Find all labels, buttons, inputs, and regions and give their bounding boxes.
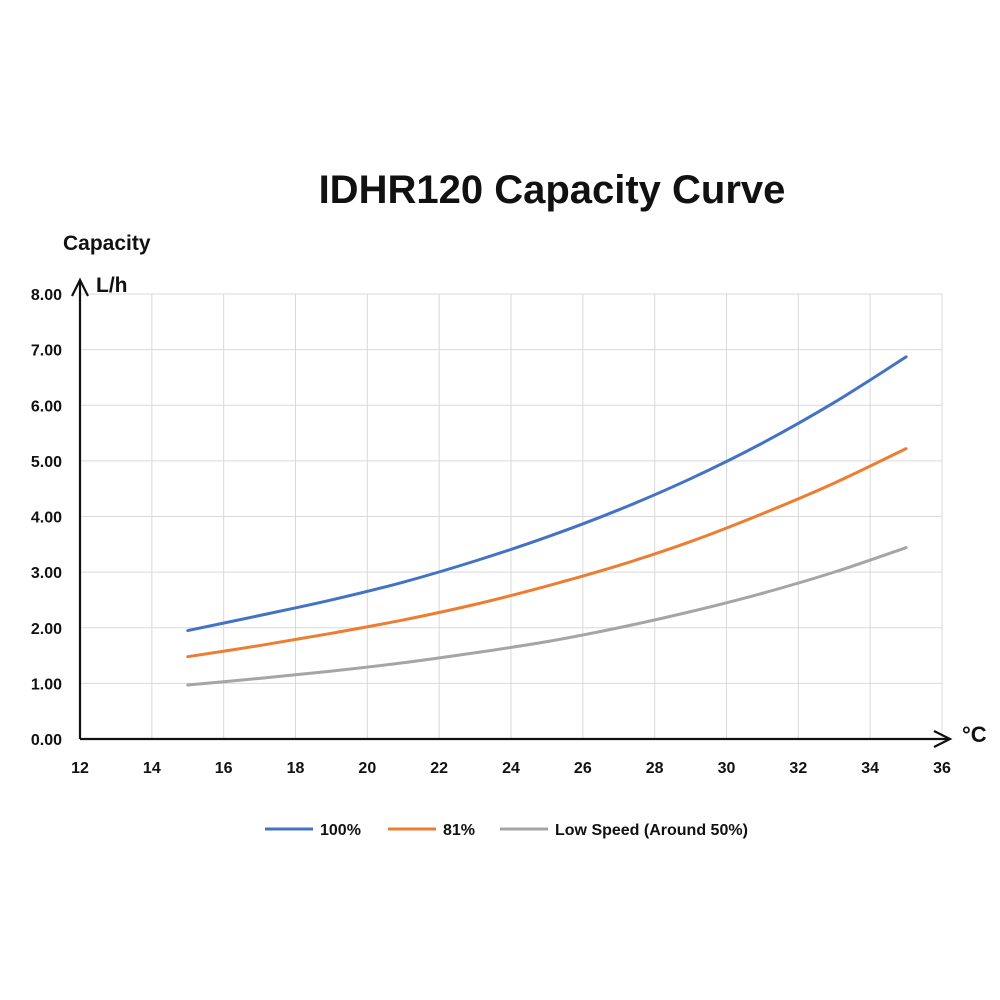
- x-tick-label: 24: [502, 760, 520, 777]
- x-tick-label: 30: [718, 760, 736, 777]
- y-tick-label: 4.00: [31, 510, 62, 527]
- axes: [71, 277, 953, 748]
- y-tick-label: 6.00: [31, 398, 62, 415]
- y-tick-label: 0.00: [31, 732, 62, 749]
- x-tick-label: 26: [574, 760, 592, 777]
- y-axis-arrow-icon: [71, 277, 89, 297]
- x-axis-unit: °C: [962, 722, 987, 747]
- y-tick-label: 2.00: [31, 621, 62, 638]
- chart-title: IDHR120 Capacity Curve: [319, 168, 786, 212]
- series-line-1: [186, 447, 908, 659]
- y-tick-label: 8.00: [31, 287, 62, 304]
- series-line-2: [186, 546, 908, 687]
- legend-label: 100%: [320, 822, 361, 839]
- tick-labels: 12 14 16 18 20 22 24 26 28 30 32 34 36 0.00 1.00 2.00 3.…: [31, 287, 951, 777]
- x-tick-label: 28: [646, 760, 664, 777]
- x-tick-label: 12: [71, 760, 89, 777]
- series-lines: [186, 355, 908, 687]
- y-tick-label: 5.00: [31, 454, 62, 471]
- legend-label: 81%: [443, 822, 475, 839]
- x-tick-label: 18: [287, 760, 305, 777]
- x-tick-label: 14: [143, 760, 161, 777]
- y-tick-label: 1.00: [31, 676, 62, 693]
- x-tick-label: 36: [933, 760, 951, 777]
- grid: [80, 293, 943, 739]
- x-tick-label: 34: [861, 760, 879, 777]
- x-tick-label: 22: [430, 760, 448, 777]
- x-tick-label: 32: [789, 760, 807, 777]
- x-tick-label: 20: [358, 760, 376, 777]
- y-tick-label: 3.00: [31, 565, 62, 582]
- y-axis-label: Capacity: [63, 232, 151, 255]
- series-line-0: [186, 355, 908, 633]
- y-tick-label: 7.00: [31, 343, 62, 360]
- x-tick-label: 16: [215, 760, 233, 777]
- legend: 100% 81% Low Speed (Around 50%): [265, 822, 748, 839]
- legend-label: Low Speed (Around 50%): [555, 822, 748, 839]
- x-axis-arrow-icon: [933, 730, 953, 748]
- y-axis-unit: L/h: [96, 274, 128, 297]
